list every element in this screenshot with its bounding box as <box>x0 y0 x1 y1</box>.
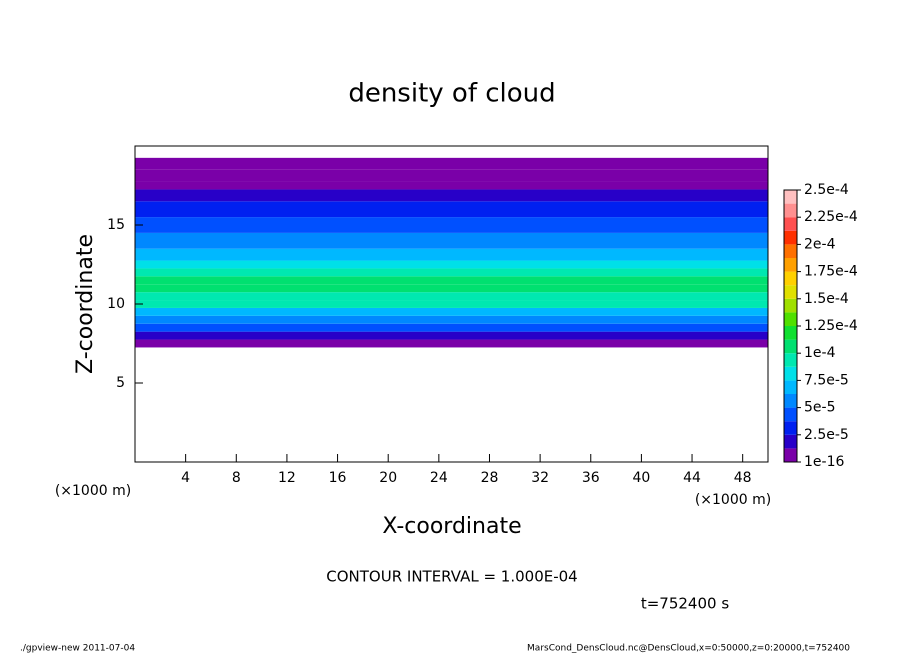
field-band <box>135 331 768 340</box>
x-tick-label: 48 <box>734 470 752 486</box>
x-unit: (×1000 m) <box>695 492 771 508</box>
colorbar-swatch <box>784 434 797 449</box>
colorbar-label: 2.5e-4 <box>804 182 849 198</box>
colorbar-label: 2.5e-5 <box>804 427 849 443</box>
x-tick-label: 12 <box>278 470 296 486</box>
x-tick-label: 32 <box>531 470 549 486</box>
x-tick-label: 44 <box>683 470 701 486</box>
y-tick-label: 15 <box>107 217 125 233</box>
field-band <box>135 248 768 261</box>
field-band <box>135 268 768 277</box>
x-tick-label: 24 <box>430 470 448 486</box>
colorbar-swatch <box>784 380 797 394</box>
colorbar-swatch <box>784 448 797 462</box>
field-band <box>135 284 768 293</box>
x-tick-label: 40 <box>632 470 650 486</box>
colorbar-label: 1.25e-4 <box>804 318 858 334</box>
field-band <box>135 181 768 190</box>
x-tick-label: 20 <box>379 470 397 486</box>
x-axis-label: X-coordinate <box>382 514 521 539</box>
colorbar-label: 2e-4 <box>804 236 836 252</box>
time-label: t=752400 s <box>641 595 729 613</box>
colorbar-swatch <box>784 244 797 258</box>
y-tick-label: 5 <box>116 375 125 391</box>
colorbar-label: 1e-4 <box>804 345 836 361</box>
colorbar-label: 1.75e-4 <box>804 264 858 280</box>
colorbar-swatch <box>784 421 797 435</box>
colorbar-swatch <box>784 203 797 218</box>
colorbar-swatch <box>784 407 797 422</box>
colorbar-swatch <box>784 339 797 354</box>
field-band <box>135 339 768 348</box>
colorbar-swatch <box>784 230 797 245</box>
colorbar-swatch <box>784 217 797 231</box>
field-band <box>135 315 768 324</box>
colorbar-swatch <box>784 271 797 286</box>
field-band <box>135 232 768 249</box>
x-tick-label: 8 <box>232 470 241 486</box>
field-band <box>135 169 768 182</box>
x-unit: (×1000 m) <box>55 483 131 499</box>
field-band <box>135 300 768 308</box>
field-band <box>135 307 768 316</box>
colorbar-label: 7.5e-5 <box>804 372 849 388</box>
x-tick-label: 28 <box>481 470 499 486</box>
x-tick-label: 16 <box>329 470 347 486</box>
colorbar-swatch <box>784 326 797 340</box>
field-band <box>135 323 768 332</box>
x-tick-label: 36 <box>582 470 600 486</box>
colorbar-swatch <box>784 258 797 272</box>
colorbar-swatch <box>784 285 797 299</box>
colorbar-swatch <box>784 353 797 367</box>
field-band <box>135 276 768 285</box>
field-band <box>135 217 768 233</box>
y-axis-label: Z-coordinate <box>73 234 98 374</box>
field-band <box>135 260 768 269</box>
colorbar-label: 1.5e-4 <box>804 291 849 307</box>
field-band <box>135 292 768 301</box>
colorbar-swatch <box>784 298 797 313</box>
colorbar-swatch <box>784 366 797 381</box>
x-tick-label: 4 <box>181 470 190 486</box>
colorbar-swatch <box>784 190 797 204</box>
colorbar-label: 2.25e-4 <box>804 209 858 225</box>
colorbar-swatch <box>784 312 797 326</box>
colorbar-swatch <box>784 394 797 408</box>
chart-title: density of cloud <box>348 79 555 109</box>
field-band <box>135 157 768 170</box>
colorbar-label: 1e-16 <box>804 454 844 470</box>
colorbar-label: 5e-5 <box>804 400 835 416</box>
footer-left: ./gpview-new 2011-07-04 <box>20 644 135 654</box>
footer-right: MarsCond_DensCloud.nc@DensCloud,x=0:5000… <box>527 644 850 654</box>
field-band <box>135 201 768 218</box>
y-tick-label: 10 <box>107 296 125 312</box>
field-band <box>135 189 768 202</box>
annotation: CONTOUR INTERVAL = 1.000E-04 <box>326 568 577 586</box>
